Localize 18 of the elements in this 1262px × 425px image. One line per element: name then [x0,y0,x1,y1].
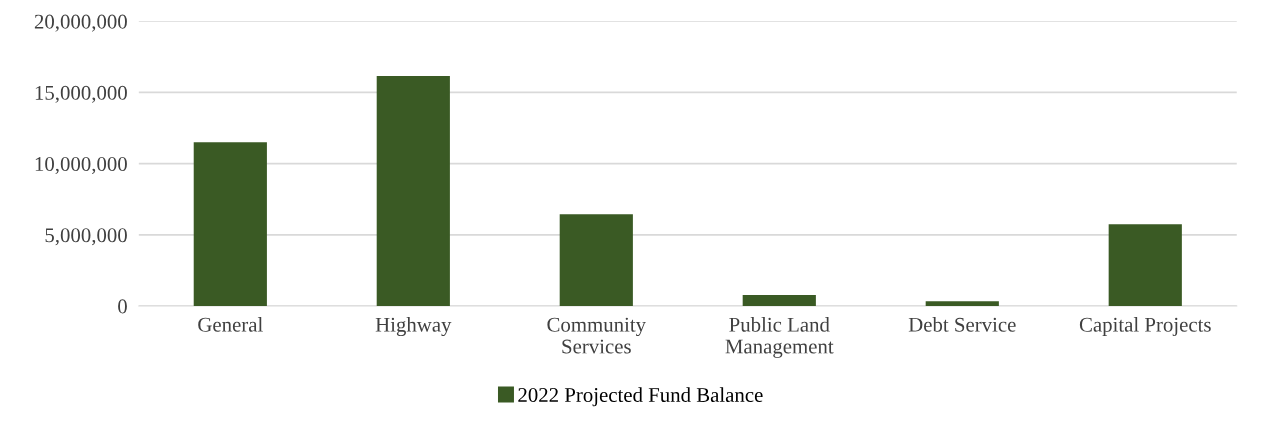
bar [559,214,633,306]
bar [925,301,999,306]
bar [376,76,450,306]
x-tick-label: Community Services [547,317,646,354]
x-tick-label: General [198,317,263,332]
x-tick-label: Public Land Management [725,317,834,358]
bar [193,142,267,306]
y-tick-label: 15,000,000 [35,85,127,103]
y-tick-label: 10,000,000 [35,157,127,175]
bar [1108,224,1182,306]
x-tick-label: Highway [375,317,452,337]
x-tick-label: Capital Projects [1079,317,1211,336]
y-tick-label: 20,000,000 [34,14,127,32]
legend-label: 2022 Projected Fund Balance [518,387,763,407]
y-tick-label: 0 [118,299,127,314]
bar [742,295,816,306]
x-tick-label: Debt Service [908,317,1016,332]
y-tick-label: 5,000,000 [45,228,127,246]
